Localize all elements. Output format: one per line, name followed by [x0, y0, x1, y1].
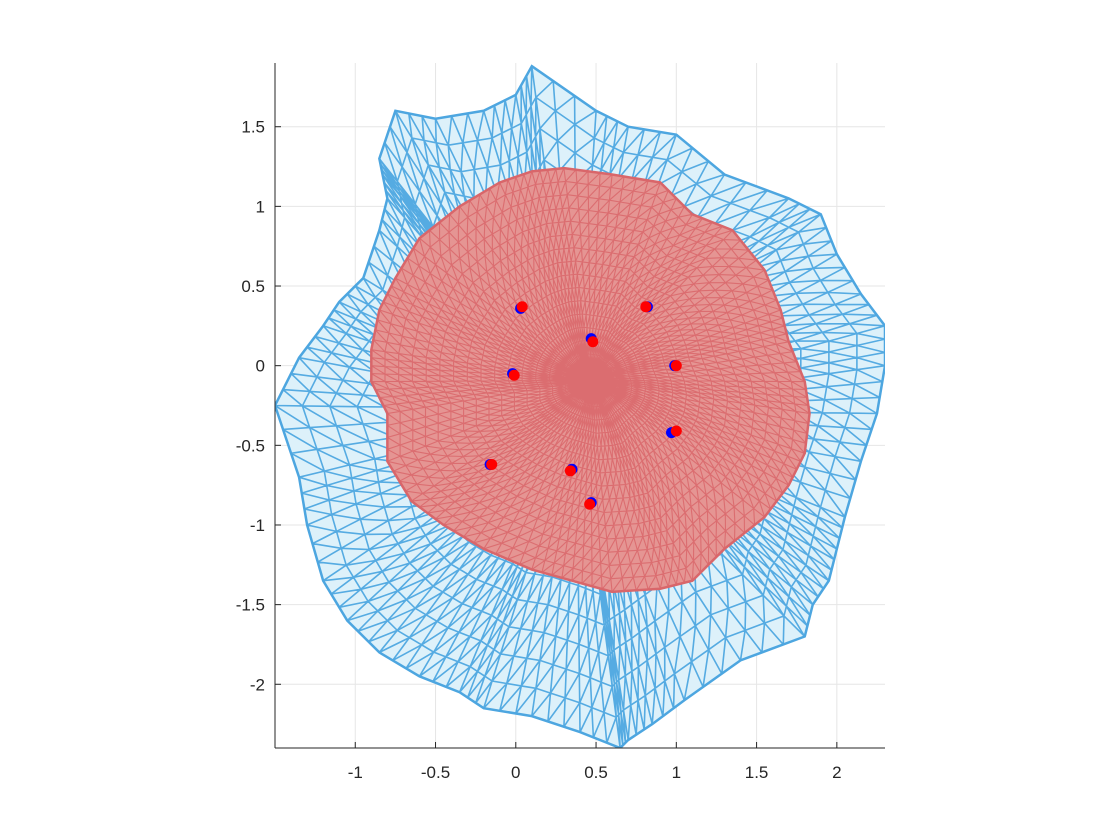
red-point — [486, 458, 498, 470]
mesh-boundary — [275, 64, 885, 748]
red-point — [564, 465, 576, 477]
y-tick-label: -1 — [250, 516, 265, 535]
mesh-edges — [370, 167, 811, 593]
y-tick-label: -1.5 — [236, 596, 265, 615]
red-point — [587, 336, 599, 348]
x-tick-label: 1.5 — [745, 763, 769, 782]
x-tick-label: 0 — [511, 763, 520, 782]
mesh-2 — [370, 166, 811, 594]
points-layer — [484, 301, 682, 510]
x-tick-label: -0.5 — [421, 763, 450, 782]
mesh-boundary — [370, 166, 811, 594]
red-point — [670, 360, 682, 372]
y-tick-label: -0.5 — [236, 436, 265, 455]
y-tick-label: -2 — [250, 675, 265, 694]
red-point — [584, 498, 596, 510]
axes — [274, 63, 885, 749]
red-point — [670, 425, 682, 437]
x-tick-label: 0.5 — [584, 763, 608, 782]
y-tick-label: 0 — [256, 357, 265, 376]
mesh-layer — [275, 64, 885, 748]
y-tick-label: 1 — [256, 197, 265, 216]
x-tick-label: 1 — [672, 763, 681, 782]
y-tick-label: 0.5 — [241, 277, 265, 296]
red-point — [508, 369, 520, 381]
y-tick-label: 1.5 — [241, 118, 265, 137]
x-tick-label: -1 — [348, 763, 363, 782]
y-axis-ticks: 1.5 1 0.5 0 -0.5 -1 -1.5 -2 — [236, 118, 281, 694]
red-point — [640, 301, 652, 313]
x-axis-ticks: -1 -0.5 0 0.5 1 1.5 2 — [348, 742, 842, 782]
red-point — [516, 301, 528, 313]
x-tick-label: 2 — [832, 763, 841, 782]
